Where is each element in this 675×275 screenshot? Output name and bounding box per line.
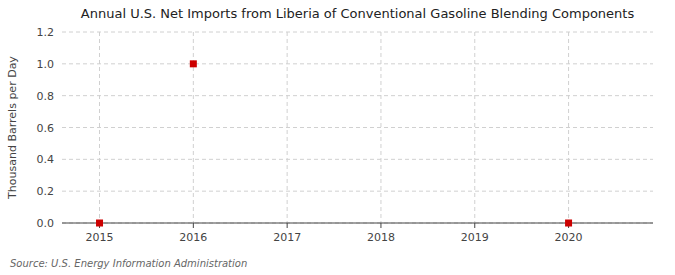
y-tick-label: 1.0: [37, 58, 55, 71]
title: Annual U.S. Net Imports from Liberia of …: [81, 6, 635, 21]
y-tick-label: 0.6: [37, 122, 55, 135]
x-tick-mark: [474, 223, 475, 228]
x-tick-mark: [193, 223, 194, 228]
x-tick-mark: [287, 223, 288, 228]
points: [96, 60, 572, 226]
y-grid-line: [62, 223, 653, 224]
x-grid-line: [99, 32, 100, 223]
y-tick-label: 0.2: [37, 185, 55, 198]
y-axis-label: Thousand Barrels per Day: [6, 56, 19, 200]
x-tick-label: 2015: [86, 231, 114, 244]
grid: [62, 32, 653, 223]
y-tick-label: 0.0: [37, 217, 55, 230]
x-axis-line: [62, 223, 653, 224]
point: [190, 60, 197, 67]
x-grid-line: [474, 32, 475, 223]
x-tick-label: 2017: [273, 231, 301, 244]
y-grid-line: [62, 159, 653, 160]
x-grid-line: [568, 32, 569, 223]
chart-container: Annual U.S. Net Imports from Liberia of …: [0, 0, 675, 275]
y-tick-label: 0.8: [37, 90, 55, 103]
x-grid-line: [380, 32, 381, 223]
y-grid-line: [62, 32, 653, 33]
y-grid-line: [62, 191, 653, 192]
x-tick-label: 2018: [367, 231, 395, 244]
x-tick-label: 2020: [555, 231, 583, 244]
x-grid-line: [287, 32, 288, 223]
x-tick-label: 2016: [179, 231, 207, 244]
y-grid-line: [62, 95, 653, 96]
point: [565, 220, 572, 227]
x-tick-label: 2019: [461, 231, 489, 244]
source: Source: U.S. Energy Information Administ…: [10, 258, 247, 269]
y-tick-label: 1.2: [37, 26, 55, 39]
point: [96, 220, 103, 227]
x-tick-mark: [380, 223, 381, 228]
chart-svg: Annual U.S. Net Imports from Liberia of …: [0, 0, 675, 275]
y-tick-label: 0.4: [37, 153, 55, 166]
y-grid-line: [62, 63, 653, 64]
y-grid-line: [62, 127, 653, 128]
